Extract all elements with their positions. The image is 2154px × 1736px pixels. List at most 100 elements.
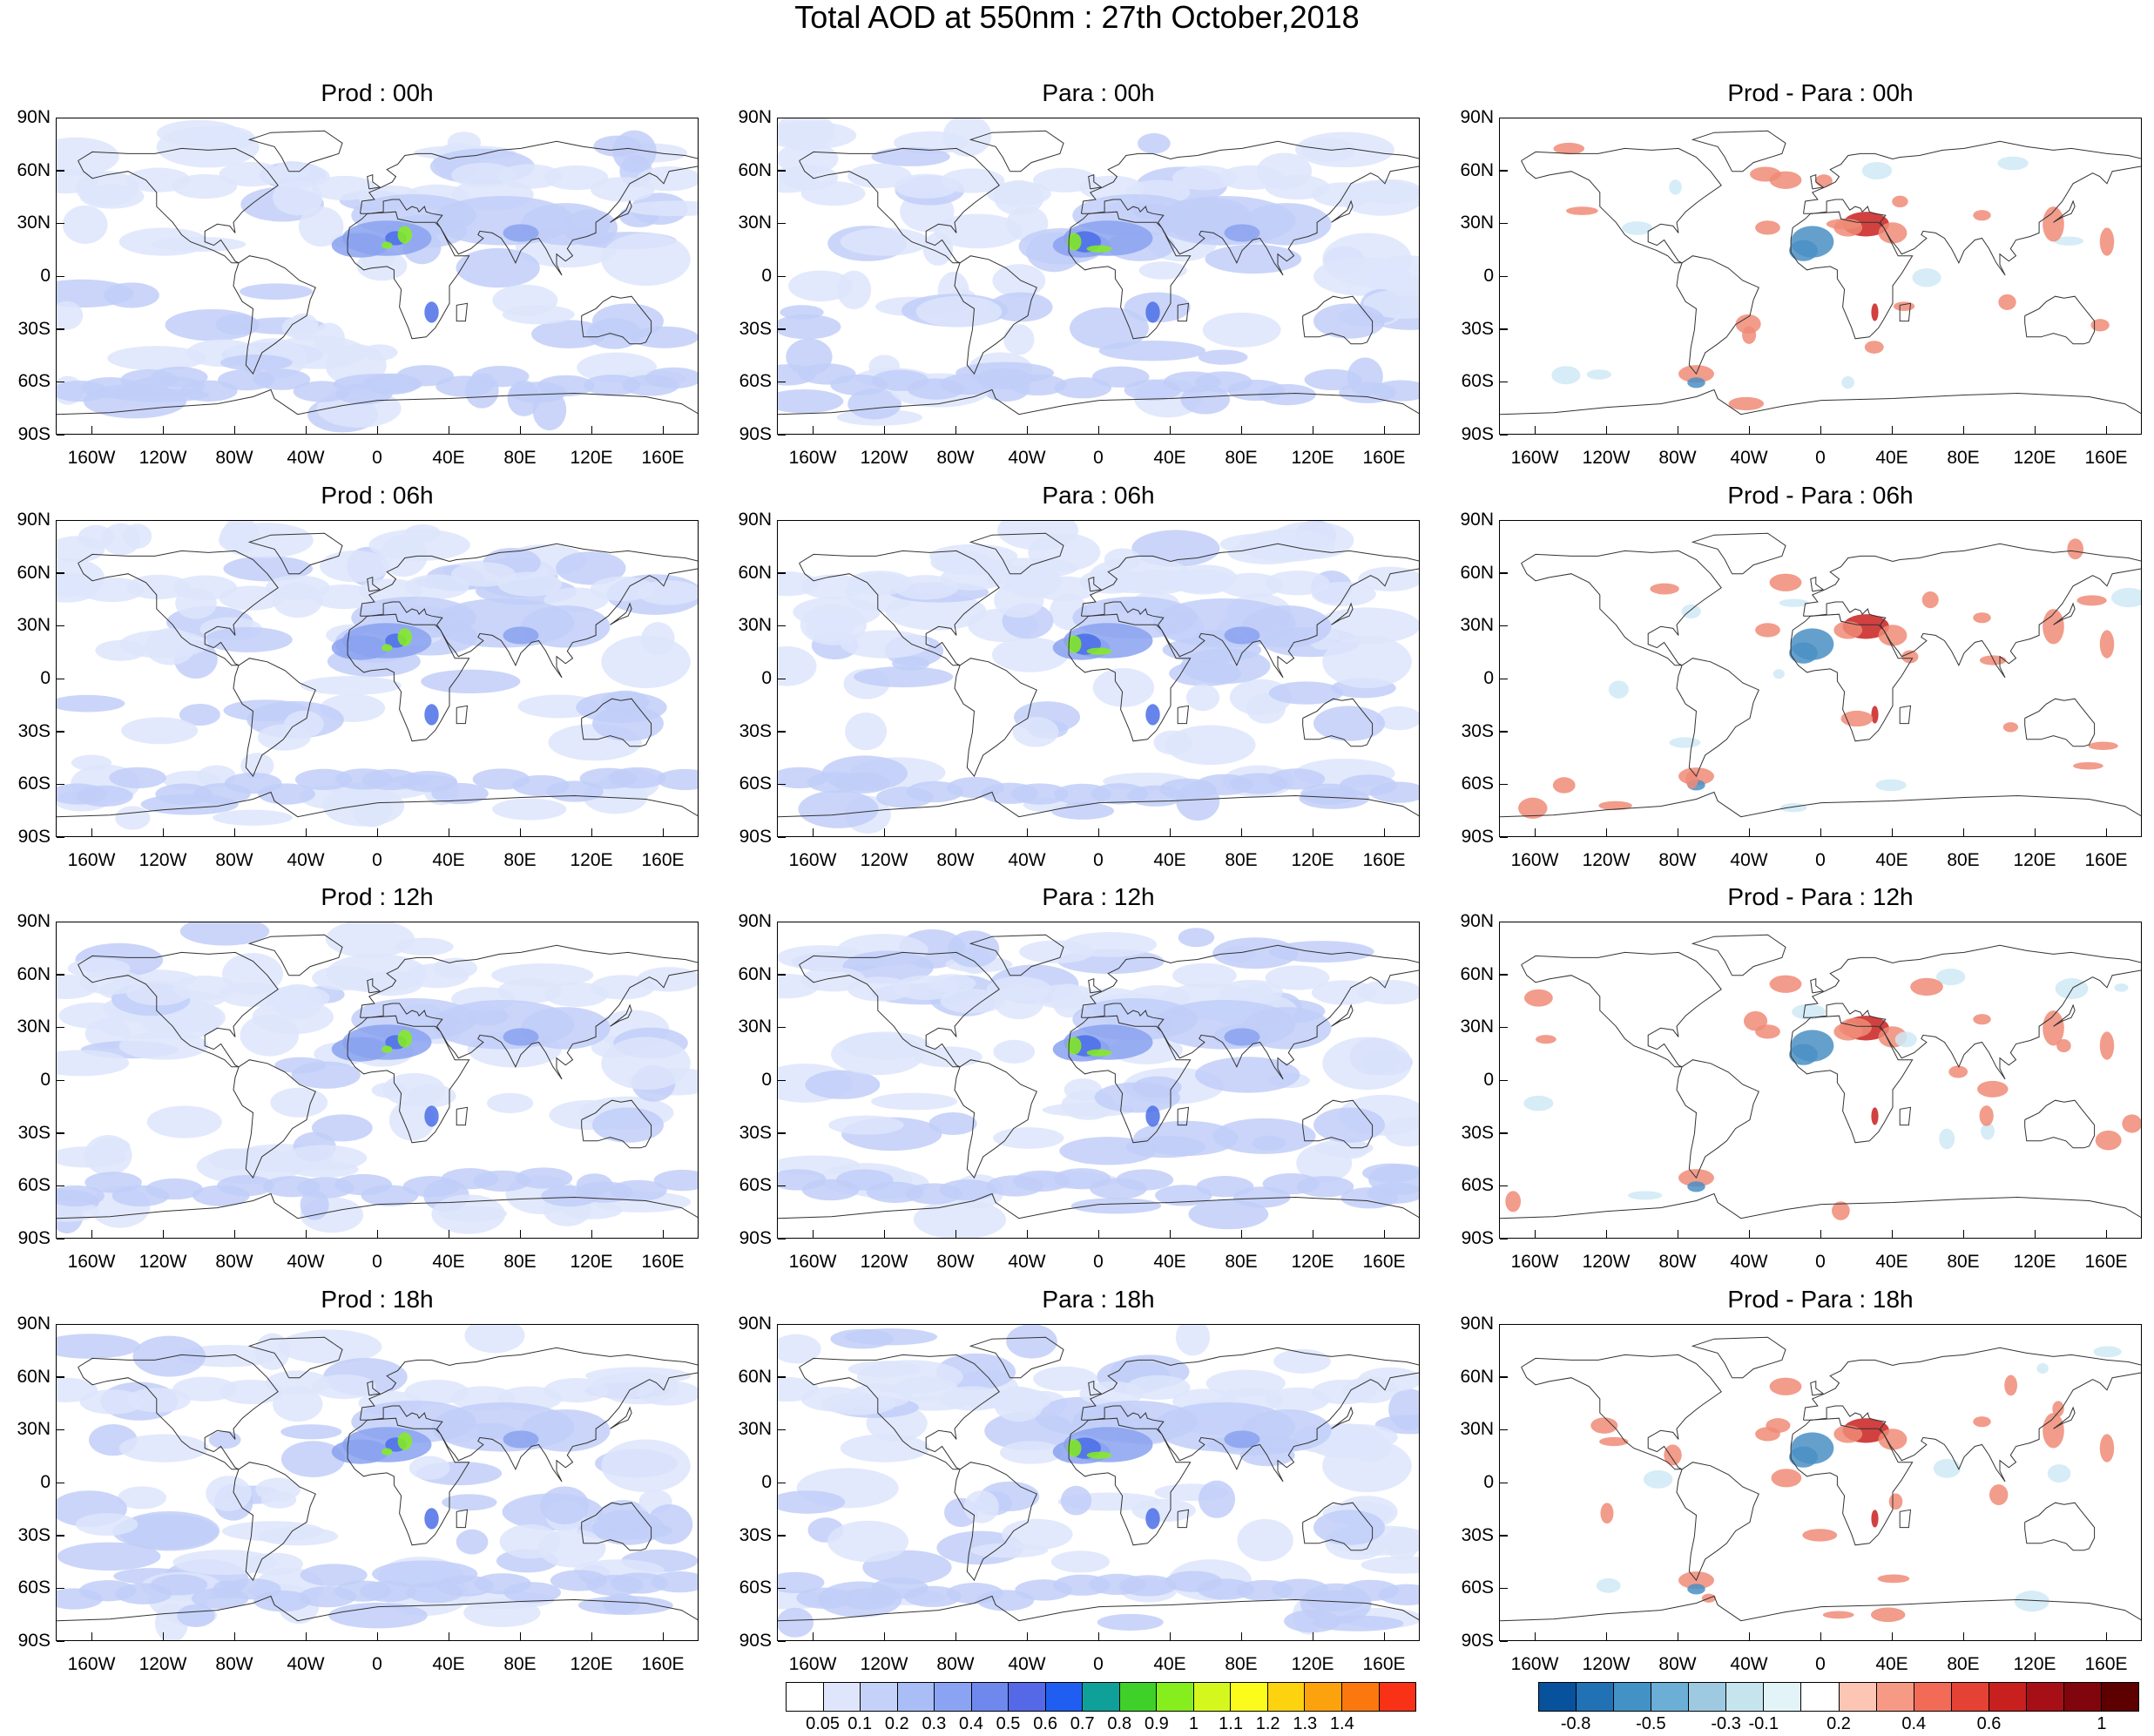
lon-tick-label: 80E [1225, 850, 1258, 870]
lon-tick-label: 80W [1658, 448, 1697, 468]
lat-tick [57, 170, 64, 172]
field-patch [157, 119, 241, 146]
coastline [1899, 1509, 1912, 1529]
lat-tick [778, 275, 786, 277]
lat-tick [1500, 1640, 1508, 1642]
lon-tick [162, 828, 164, 836]
lon-tick [2105, 828, 2107, 836]
field-patch [1358, 566, 1419, 591]
field-patch [1202, 312, 1281, 348]
difference-colorbar-label: -0.8 [1560, 1714, 1591, 1733]
field-patch [118, 630, 209, 659]
field-patch [1086, 1049, 1112, 1057]
lat-tick [57, 678, 64, 679]
coastline [1676, 255, 1759, 375]
field-patch [994, 1386, 1044, 1422]
field-patch [601, 1037, 691, 1091]
lon-tick [233, 426, 235, 434]
field-patch [1006, 1325, 1057, 1359]
field-patch [1212, 937, 1299, 969]
coastline [969, 1336, 1064, 1379]
field-patch [1981, 1122, 1995, 1140]
field-patch [1998, 294, 2016, 310]
field-patch [1505, 1191, 1522, 1212]
coastline [1331, 602, 1354, 625]
field-patch [1997, 156, 2029, 171]
lon-tick-label: 40E [1153, 448, 1186, 468]
field-patch [1358, 179, 1419, 205]
lon-tick [1820, 1230, 1821, 1238]
lat-tick [1500, 678, 1508, 679]
coastline [1068, 613, 1192, 742]
field-patch [281, 315, 317, 339]
lat-tick-label: 30N [17, 615, 51, 636]
lon-tick [1169, 426, 1171, 434]
lat-tick [57, 1132, 64, 1134]
field-patch [521, 203, 611, 246]
field-patch [58, 1002, 130, 1030]
panel-title: Prod - Para : 12h [1727, 883, 1914, 910]
field-patch [1086, 245, 1112, 253]
coastline [1081, 944, 1419, 1080]
lon-tick-label: 40W [1730, 1654, 1768, 1674]
field-patch [1304, 368, 1362, 391]
field-patch [1755, 220, 1780, 235]
field-patch [1792, 1003, 1826, 1020]
lat-tick [1500, 783, 1508, 786]
field-patch [1358, 1367, 1419, 1393]
lon-tick [1383, 1632, 1385, 1640]
field-patch [254, 1333, 290, 1371]
field-patch [1079, 569, 1145, 594]
coastline [778, 791, 1419, 818]
aod-colorbar-label: 1.4 [1329, 1714, 1354, 1733]
lat-tick-label: 0 [1483, 668, 1494, 688]
colorbar-swatch [1614, 1683, 1652, 1711]
field-patch [1789, 642, 1818, 664]
lat-tick [778, 1429, 786, 1431]
field-patch [637, 1381, 698, 1406]
field-patch [57, 536, 105, 563]
field-patch [424, 301, 439, 323]
aod-colorbar-label: 0.05 [806, 1714, 841, 1733]
field-patch [1376, 706, 1419, 731]
field-patch [915, 295, 1003, 328]
lat-tick [778, 1238, 786, 1240]
field-patch [1779, 598, 1809, 607]
coastline [1331, 1406, 1354, 1429]
field-patch [380, 534, 428, 578]
field-patch [2067, 538, 2083, 560]
lon-tick-label: 80E [1225, 1252, 1258, 1272]
field-patch [540, 1486, 590, 1525]
field-patch [265, 164, 330, 189]
field-patch [1973, 1416, 1991, 1428]
field-patch [562, 1201, 623, 1219]
field-patch [246, 1552, 303, 1576]
colorbar-swatch [897, 1683, 935, 1711]
field-patch [1772, 669, 1785, 679]
field-patch [397, 226, 412, 244]
lat-tick-label: 60S [1461, 773, 1494, 794]
difference-colorbar-label: 0.6 [1976, 1714, 2002, 1733]
colorbar-swatch [823, 1683, 861, 1711]
lon-tick [519, 1230, 521, 1238]
lon-tick-label: 120E [1291, 448, 1334, 468]
aod-colorbar-label: 0.6 [1033, 1714, 1058, 1733]
field-patch [57, 1185, 105, 1207]
map-field [57, 922, 698, 1234]
map-field [778, 118, 1419, 426]
field-patch [515, 1167, 573, 1189]
lon-tick [1026, 1230, 1028, 1238]
field-patch [2090, 319, 2110, 332]
lon-tick-label: 0 [372, 448, 382, 468]
coastline [1691, 934, 1786, 976]
field-patch [1219, 979, 1284, 1005]
field-patch [1242, 1409, 1332, 1452]
field-patch [1892, 195, 1908, 208]
lon-tick [955, 828, 956, 836]
field-patch [645, 367, 698, 389]
field-patch [2114, 983, 2129, 992]
field-patch [208, 1430, 241, 1449]
lat-tick-label: 60N [738, 963, 772, 984]
lat-tick [1500, 117, 1508, 118]
lon-tick-label: 160W [788, 850, 837, 870]
